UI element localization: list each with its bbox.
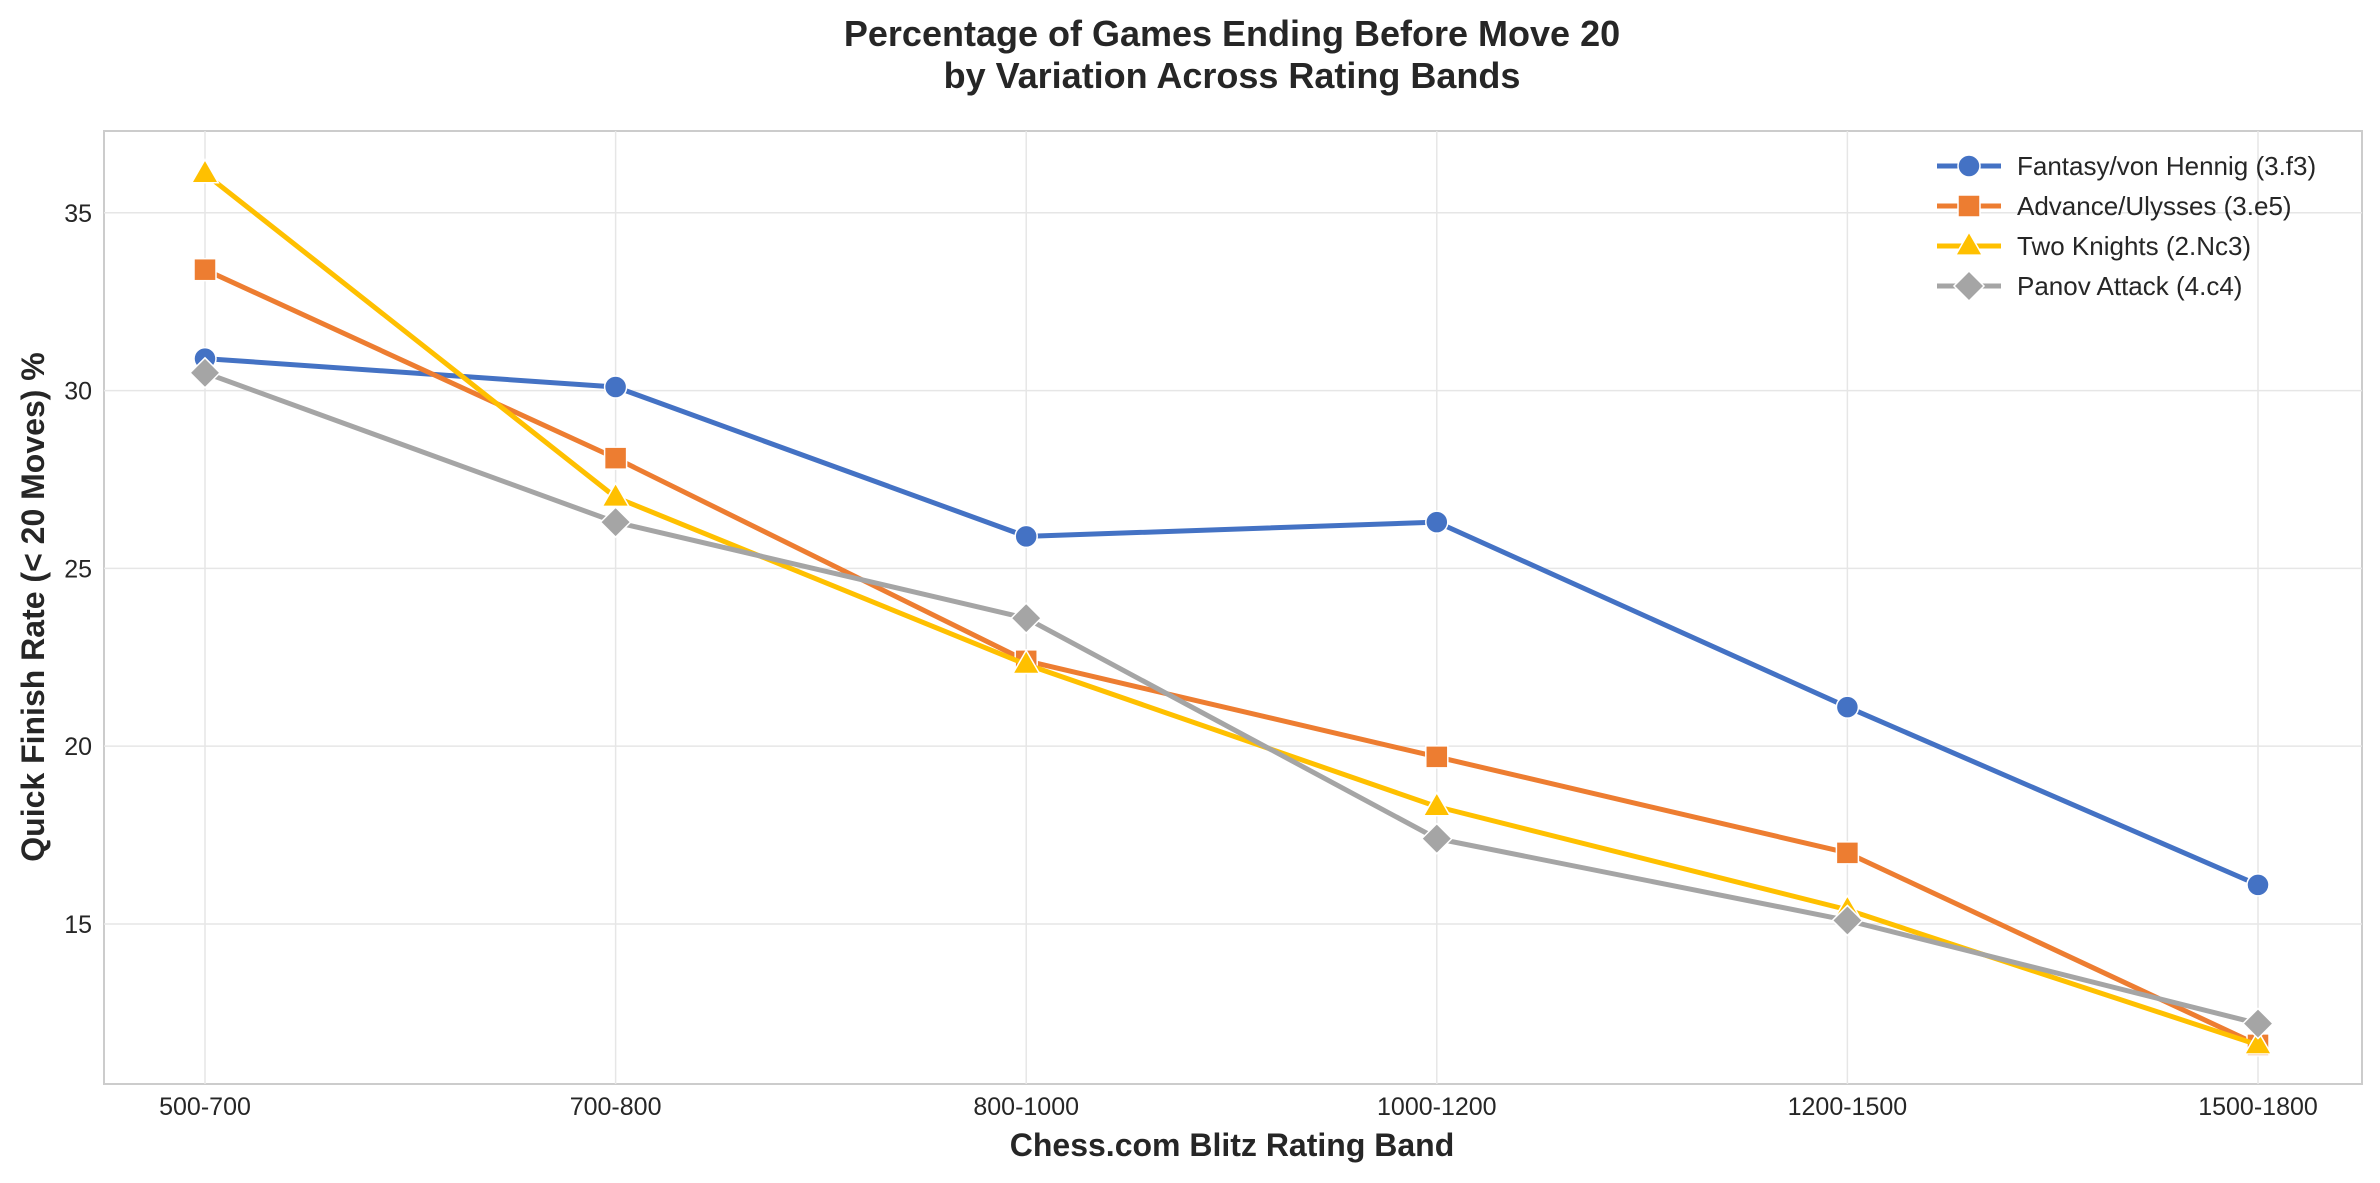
x-axis-label: Chess.com Blitz Rating Band <box>1010 1127 1455 1163</box>
data-point <box>190 158 220 184</box>
y-tick-label: 30 <box>64 378 92 406</box>
legend-marker <box>1952 269 1986 303</box>
data-point <box>1831 904 1864 937</box>
axis-ticks: 500-700 700-800 800-1000 1000-1200 1200-1500… <box>64 200 2318 1121</box>
legend: Fantasy/von Hennig (3.f3) Advance/Ulysses… <box>1937 151 2316 303</box>
x-tick-label: 1200-1500 <box>1788 1093 1908 1121</box>
data-point <box>1014 524 1038 549</box>
chart-title-line-2: by Variation Across Rating Bands <box>944 55 1521 96</box>
y-tick-label: 15 <box>64 911 92 939</box>
series-group <box>188 356 2275 1040</box>
legend-item: Fantasy/von Hennig (3.f3) <box>1937 151 2316 181</box>
x-tick-label: 700-800 <box>570 1093 662 1121</box>
x-tick-label: 1500-1800 <box>2198 1093 2318 1121</box>
plot-area <box>103 130 2363 1085</box>
data-point <box>2243 1029 2273 1055</box>
chart-title-line-1: Percentage of Games Ending Before Move 2… <box>844 13 1620 54</box>
legend-item: Two Knights (2.Nc3) <box>1937 230 2251 261</box>
legend-marker <box>1957 154 1981 178</box>
data-point <box>193 257 217 282</box>
series-line <box>203 267 2260 1048</box>
legend-marker <box>1954 230 1984 256</box>
legend-item: Panov Attack (4.c4) <box>1937 269 2242 303</box>
x-tick-label: 800-1000 <box>973 1093 1079 1121</box>
x-tick-label: 1000-1200 <box>1377 1093 1497 1121</box>
data-point <box>1835 841 1860 865</box>
data-point <box>1422 791 1452 817</box>
legend-label: Advance/Ulysses (3.e5) <box>2017 191 2292 221</box>
series-lines <box>188 158 2275 1057</box>
series-line <box>204 370 2259 1026</box>
series-line <box>203 171 2259 1048</box>
y-tick-label: 35 <box>64 200 92 228</box>
data-point <box>1011 648 1041 675</box>
legend-label: Panov Attack (4.c4) <box>2017 271 2242 301</box>
data-point <box>1010 602 1043 635</box>
legend-label: Fantasy/von Hennig (3.f3) <box>2017 151 2316 181</box>
data-point <box>603 446 628 470</box>
legend-label: Two Knights (2.Nc3) <box>2017 231 2251 261</box>
data-point <box>2246 873 2270 897</box>
data-point <box>603 375 628 399</box>
legend-item: Advance/Ulysses (3.e5) <box>1937 191 2292 221</box>
data-point <box>599 506 632 539</box>
data-point <box>1425 745 1449 769</box>
series-line <box>204 356 2259 888</box>
data-point <box>2241 1007 2275 1040</box>
x-tick-label: 500-700 <box>159 1093 251 1121</box>
legend-marker <box>1957 194 1981 218</box>
data-point <box>1420 822 1453 855</box>
data-point <box>188 356 222 389</box>
y-axis-label: Quick Finish Rate (< 20 Moves) % <box>15 352 51 861</box>
y-tick-label: 25 <box>64 555 92 583</box>
data-point <box>1835 695 1860 719</box>
data-point <box>1425 510 1449 534</box>
y-tick-label: 20 <box>64 733 92 761</box>
